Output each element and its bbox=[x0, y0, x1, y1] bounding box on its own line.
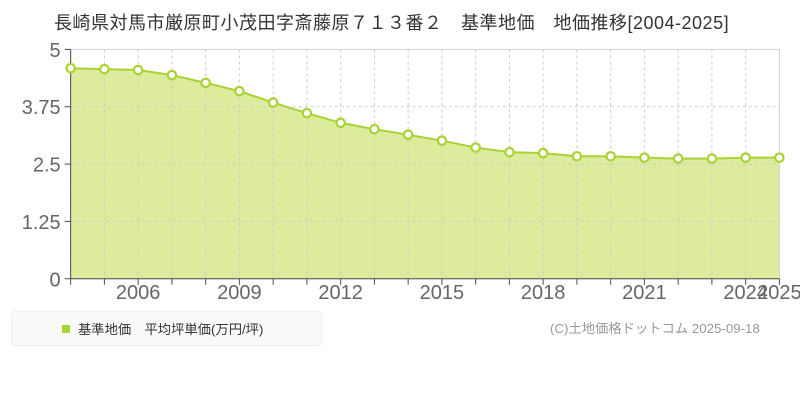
svg-text:1.25: 1.25 bbox=[22, 212, 61, 234]
svg-text:2015: 2015 bbox=[420, 282, 465, 304]
svg-text:0: 0 bbox=[50, 269, 61, 291]
svg-text:2025: 2025 bbox=[757, 282, 800, 304]
svg-text:3.75: 3.75 bbox=[22, 97, 61, 119]
svg-text:2012: 2012 bbox=[318, 282, 363, 304]
svg-text:5: 5 bbox=[50, 40, 61, 62]
svg-text:2009: 2009 bbox=[217, 282, 262, 304]
svg-text:2021: 2021 bbox=[622, 282, 667, 304]
svg-text:2.5: 2.5 bbox=[33, 155, 61, 177]
svg-text:2006: 2006 bbox=[116, 282, 161, 304]
svg-text:2018: 2018 bbox=[521, 282, 566, 304]
